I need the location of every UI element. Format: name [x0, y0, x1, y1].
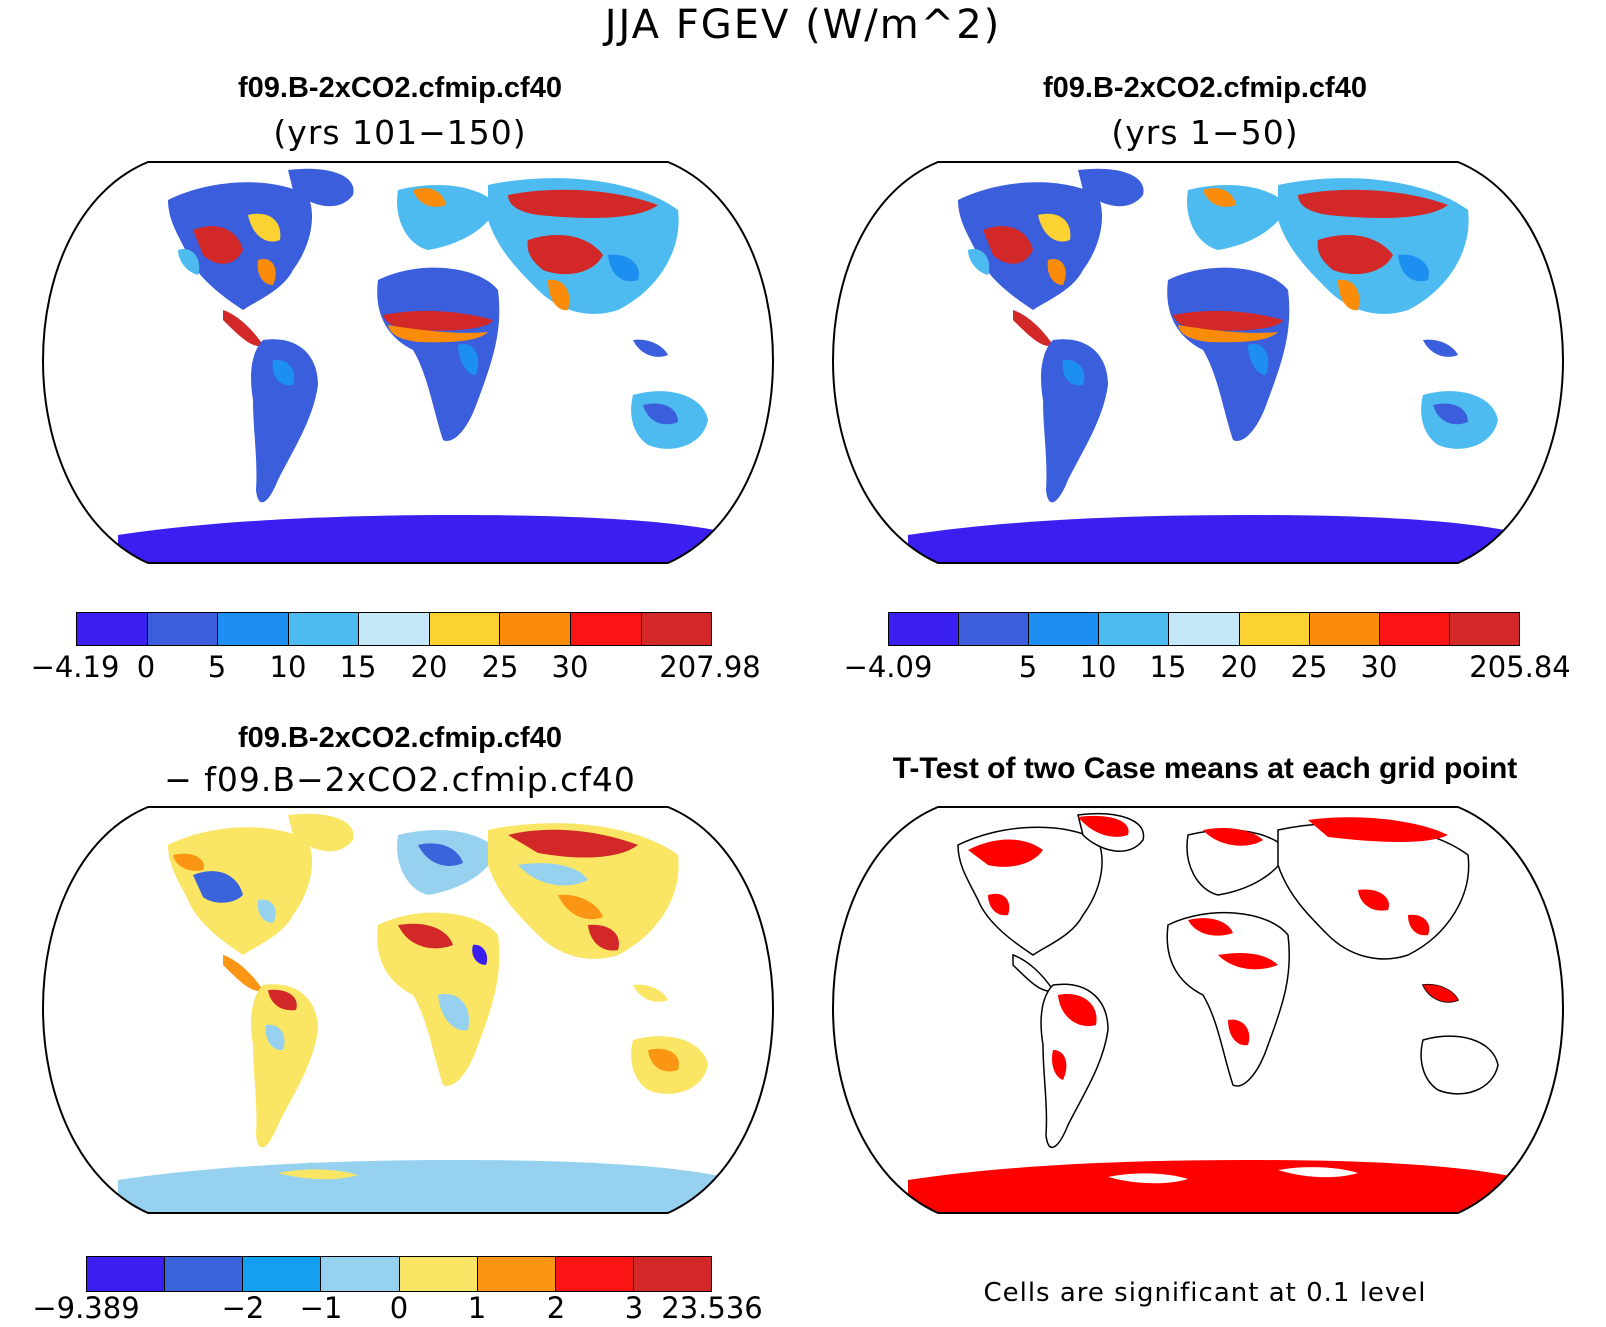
panel-1-swatch — [429, 613, 501, 645]
panel-3-tick: −2 — [221, 1291, 265, 1325]
panel-1-tick: 20 — [410, 650, 448, 684]
panel-1-swatch — [77, 613, 148, 645]
panel-2-tick: 15 — [1149, 650, 1187, 684]
figure-title: JJA FGEV (W/m^2) — [604, 2, 1002, 48]
panel-3-swatch — [399, 1257, 478, 1291]
panel-3-colorbar — [86, 1256, 712, 1292]
panel-2-tick: 20 — [1220, 650, 1258, 684]
panel-2-swatch — [959, 613, 1030, 645]
panel-2-swatch — [1379, 613, 1450, 645]
panel-3-tick-labels: −9.389 −2 −1 0 1 2 3 23.536 — [0, 1291, 800, 1327]
panel-1-map — [42, 161, 774, 564]
panel-1-tick: 0 — [136, 650, 156, 684]
panel-4-title: T-Test of two Case means at each grid po… — [892, 752, 1518, 785]
panel-1-tick-labels: −4.19 0 5 10 15 20 25 30 207.98 — [0, 650, 800, 686]
panel-1-tick: −4.19 — [30, 650, 120, 684]
panel-1-tick: 15 — [339, 650, 377, 684]
panel-3-tick: 23.536 — [661, 1291, 763, 1325]
panel-1-swatch — [359, 613, 430, 645]
panel-3-tick: 2 — [546, 1291, 566, 1325]
panel-2-tick-labels: −4.09 5 10 15 20 25 30 205.84 — [800, 650, 1606, 686]
panel-3-swatch — [165, 1257, 244, 1291]
panel-1-swatch — [500, 613, 571, 645]
panel-4-note: Cells are significant at 0.1 level — [983, 1278, 1427, 1308]
panel-3-swatch — [321, 1257, 400, 1291]
panel-1-tick: 10 — [269, 650, 307, 684]
panel-3-swatch — [555, 1257, 634, 1291]
panel-2-tick: 5 — [1018, 650, 1038, 684]
panel-3-tick: 1 — [467, 1291, 487, 1325]
panel-3-map — [42, 806, 774, 1214]
panel-3-subtitle: − f09.B−2xCO2.cfmip.cf40 — [164, 760, 636, 799]
panel-1-tick: 25 — [481, 650, 519, 684]
panel-3-swatch — [243, 1257, 322, 1291]
panel-2-swatch — [1239, 613, 1310, 645]
panel-3-tick: 3 — [624, 1291, 644, 1325]
panel-4-map — [832, 806, 1564, 1214]
panel-3-swatch — [633, 1257, 711, 1291]
panel-1-tick: 207.98 — [659, 650, 761, 684]
panel-2-tick: 205.84 — [1469, 650, 1571, 684]
panel-3-tick: −9.389 — [32, 1291, 140, 1325]
panel-1-swatch — [641, 613, 712, 645]
panel-1-swatch — [218, 613, 289, 645]
panel-3-tick: 0 — [389, 1291, 409, 1325]
panel-2-swatch — [889, 613, 960, 645]
panel-2-tick: 25 — [1290, 650, 1328, 684]
panel-2-swatch — [1449, 613, 1519, 645]
panel-2-map — [832, 161, 1564, 564]
panel-1-title: f09.B-2xCO2.cfmip.cf40 — [238, 72, 562, 104]
panel-2-swatch — [1169, 613, 1240, 645]
panel-1-swatch — [147, 613, 219, 645]
panel-2-subtitle: (yrs 1−50) — [1111, 113, 1299, 152]
panel-2-tick: −4.09 — [843, 650, 933, 684]
panel-2-tick: 10 — [1079, 650, 1117, 684]
panel-2-title: f09.B-2xCO2.cfmip.cf40 — [1043, 72, 1367, 104]
panel-2-swatch — [1029, 613, 1100, 645]
panel-3-swatch — [477, 1257, 556, 1291]
panel-2-tick: 30 — [1360, 650, 1398, 684]
panel-3-tick: −1 — [299, 1291, 343, 1325]
panel-1-swatch — [288, 613, 360, 645]
panel-1-colorbar — [76, 612, 712, 646]
panel-3-title: f09.B-2xCO2.cfmip.cf40 — [238, 722, 562, 754]
panel-1-tick: 30 — [551, 650, 589, 684]
panel-2-swatch — [1099, 613, 1170, 645]
panel-2-swatch — [1309, 613, 1380, 645]
panel-2-colorbar — [888, 612, 1520, 646]
panel-1-subtitle: (yrs 101−150) — [273, 113, 527, 152]
panel-3-swatch — [87, 1257, 166, 1291]
panel-1-swatch — [570, 613, 642, 645]
panel-1-tick: 5 — [207, 650, 227, 684]
